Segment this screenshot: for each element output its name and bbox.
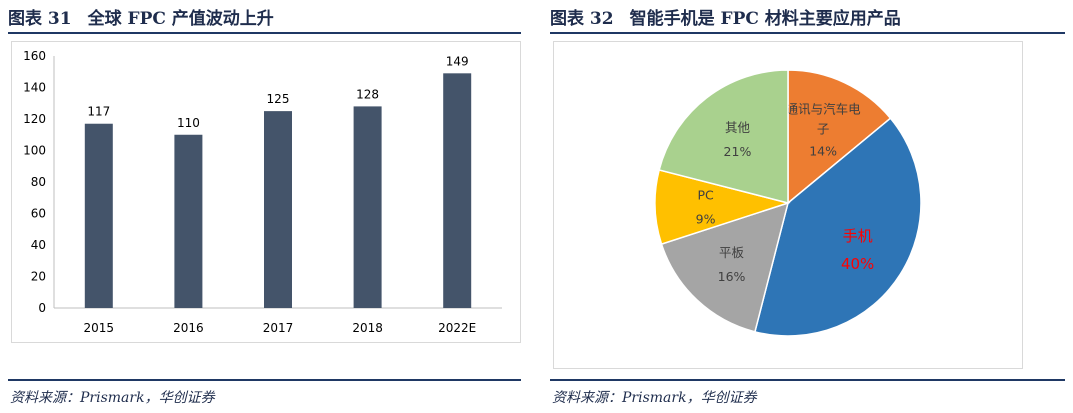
bar-chart-frame: 0 20 40 60 80 100 120 140 160 117 2015 110 2016 125 20… (11, 41, 521, 343)
x-tick-label: 2016 (173, 321, 204, 335)
pie-chart: 通讯与汽车电子 14% 手机 40% 平板 16% PC 9% 其他 21% (654, 69, 922, 337)
pie-slice-label: 通讯与汽车电子 (786, 101, 862, 136)
pie-slice-percent: 9% (696, 212, 716, 227)
bar-data-label: 128 (356, 87, 379, 101)
y-tick-label: 160 (23, 49, 46, 63)
pie-slice-label-line: 通讯与汽车电 (786, 101, 862, 116)
pie-slice-label: 平板 (719, 245, 745, 260)
pie-slice-percent: 14% (809, 143, 837, 158)
figure-31-number: 图表 31 (8, 9, 72, 29)
pie-slice-percent: 40% (841, 255, 874, 273)
figure-31-text: 全球 FPC 产值波动上升 (87, 9, 274, 29)
pie-slice (754, 117, 922, 337)
figure-32-text: 智能手机是 FPC 材料主要应用产品 (629, 9, 901, 29)
pie-chart-frame: 通讯与汽车电子 14% 手机 40% 平板 16% PC 9% 其他 21% (553, 41, 1023, 369)
y-tick-label: 0 (38, 301, 46, 315)
pie-slice-label: 手机 (843, 227, 873, 245)
right-figure: 图表 32 智能手机是 FPC 材料主要应用产品 通讯与汽车电子 14% 手机 40% 平… (550, 0, 1065, 413)
bottom-rule (550, 379, 1065, 381)
bar (443, 73, 472, 308)
pie-slice-label: PC (697, 188, 714, 203)
pie-slice-percent: 16% (718, 269, 746, 284)
y-tick-label: 60 (31, 207, 46, 221)
bar-data-label: 149 (446, 54, 469, 68)
bar (353, 106, 382, 309)
y-tick-label: 140 (23, 81, 46, 95)
x-tick-label: 2017 (263, 321, 294, 335)
x-tick-label: 2015 (84, 321, 115, 335)
bar-chart: 0 20 40 60 80 100 120 140 160 117 2015 110 2016 125 20… (23, 49, 502, 335)
bar (264, 111, 292, 308)
pie-slice-percent: 21% (724, 144, 752, 159)
bar-data-label: 125 (267, 92, 290, 106)
y-tick-label: 40 (31, 238, 46, 252)
bottom-rule (8, 379, 521, 381)
y-tick-label: 20 (31, 270, 46, 284)
x-tick-label: 2018 (352, 321, 383, 335)
bar (174, 134, 203, 308)
bar (84, 123, 113, 308)
pie-slice (658, 69, 789, 204)
x-tick-label: 2022E (438, 321, 476, 335)
figure-32-title: 图表 32 智能手机是 FPC 材料主要应用产品 (550, 4, 901, 29)
figure-32-number: 图表 32 (550, 9, 614, 29)
pie-slice (787, 69, 892, 205)
top-rule (8, 32, 521, 34)
pie-slice (660, 201, 790, 333)
figure-32-source: 资料来源：Prismark，华创证券 (552, 390, 757, 406)
top-rule (550, 32, 1065, 34)
y-tick-label: 80 (31, 175, 46, 189)
figure-31-title: 图表 31 全球 FPC 产值波动上升 (8, 4, 274, 29)
pie-slice-label-line: 子 (817, 121, 830, 136)
y-tick-label: 120 (23, 112, 46, 126)
left-figure: 图表 31 全球 FPC 产值波动上升 0 20 40 60 80 100 120 140 160… (8, 0, 521, 413)
pie-slice-label: 其他 (725, 120, 751, 135)
y-tick-label: 100 (23, 144, 46, 158)
bar-data-label: 117 (87, 105, 110, 119)
figure-31-source: 资料来源：Prismark，华创证券 (10, 390, 215, 406)
bar-data-label: 110 (177, 116, 200, 130)
